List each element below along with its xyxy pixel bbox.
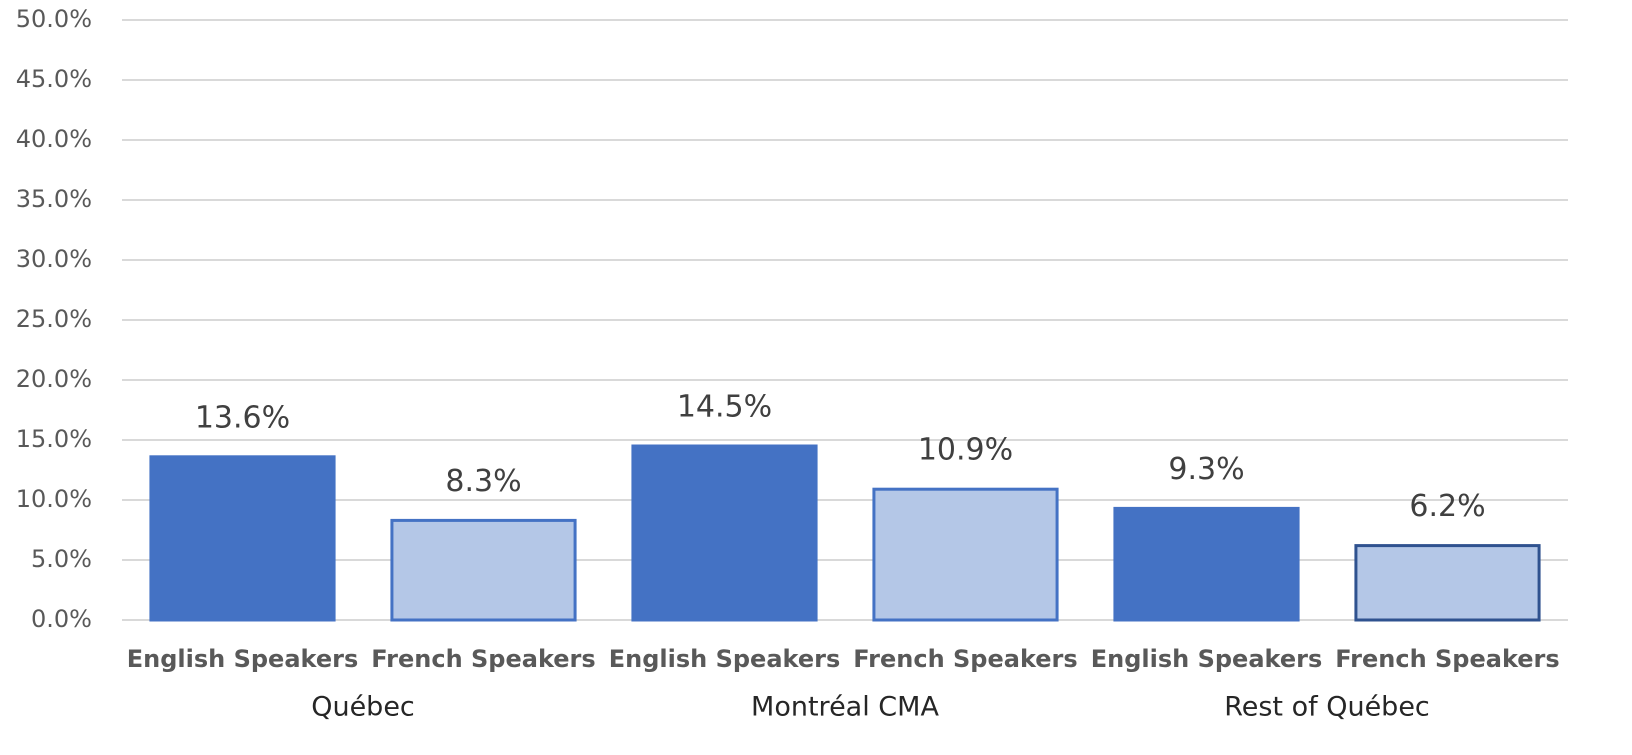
value-label: 6.2% <box>1409 489 1485 524</box>
value-label: 14.5% <box>677 390 772 425</box>
x-tick-label: English Speakers <box>1091 645 1323 673</box>
value-label: 9.3% <box>1168 452 1244 487</box>
y-tick-label: 40.0% <box>16 125 92 153</box>
y-tick-label: 50.0% <box>16 5 92 33</box>
bar <box>872 487 1059 622</box>
group-label: Québec <box>311 692 415 723</box>
value-label: 13.6% <box>195 400 290 435</box>
x-tick-label: French Speakers <box>371 645 595 673</box>
y-tick-label: 25.0% <box>16 305 92 333</box>
y-tick-label: 5.0% <box>31 545 92 573</box>
y-tick-label: 35.0% <box>16 185 92 213</box>
bar <box>390 518 577 622</box>
y-tick-label: 30.0% <box>16 245 92 273</box>
bar <box>1354 544 1541 622</box>
bar <box>149 455 336 622</box>
x-tick-label: French Speakers <box>1335 645 1559 673</box>
y-tick-label: 20.0% <box>16 365 92 393</box>
group-label: Rest of Québec <box>1224 692 1430 723</box>
y-tick-label: 10.0% <box>16 485 92 513</box>
group-label: Montréal CMA <box>751 692 939 723</box>
y-tick-label: 0.0% <box>31 605 92 633</box>
x-tick-label: French Speakers <box>853 645 1077 673</box>
x-tick-label: English Speakers <box>609 645 841 673</box>
value-label: 10.9% <box>918 433 1013 468</box>
y-tick-label: 45.0% <box>16 65 92 93</box>
x-tick-label: English Speakers <box>127 645 359 673</box>
y-tick-label: 15.0% <box>16 425 92 453</box>
value-label: 8.3% <box>445 464 521 499</box>
bar <box>631 444 818 622</box>
bar <box>1113 506 1300 622</box>
